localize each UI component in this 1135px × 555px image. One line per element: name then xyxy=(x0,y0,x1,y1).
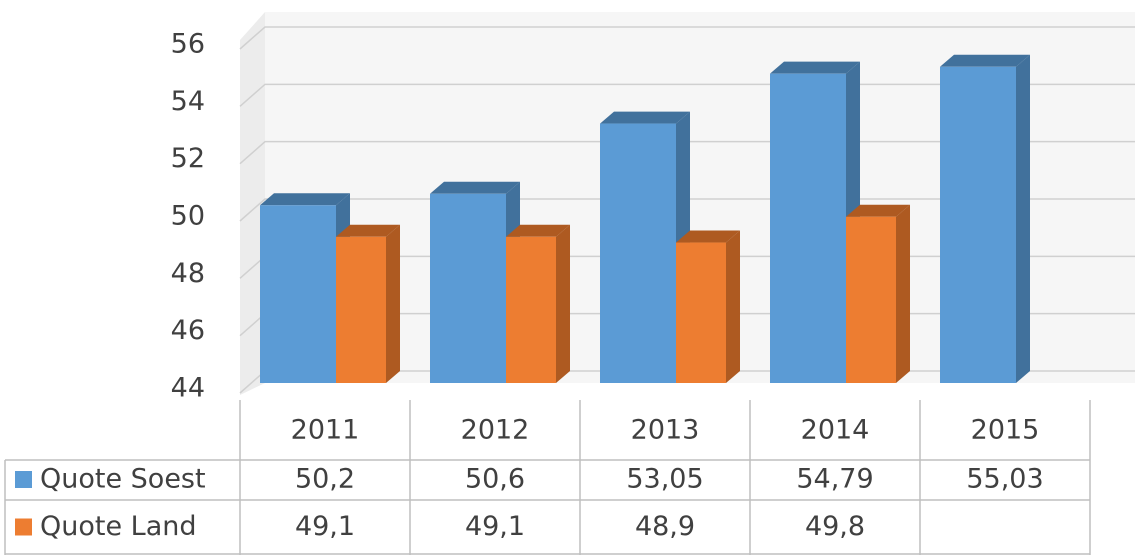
table-value: 49,8 xyxy=(805,511,865,542)
bar-side xyxy=(386,224,400,383)
bar xyxy=(430,193,506,383)
bar xyxy=(260,205,336,383)
bar xyxy=(770,73,846,383)
y-tick-label: 50 xyxy=(171,201,205,232)
bar xyxy=(506,236,556,383)
bar xyxy=(846,216,896,383)
table-value: 49,1 xyxy=(295,511,355,542)
bar xyxy=(336,236,386,383)
bar-top xyxy=(846,204,910,217)
y-tick-label: 52 xyxy=(171,143,205,174)
bar-top xyxy=(336,224,400,237)
side-wall xyxy=(240,12,265,395)
x-tick-label: 2015 xyxy=(971,415,1040,446)
grid-line xyxy=(239,26,1135,50)
legend-swatch xyxy=(15,518,32,536)
bar-side xyxy=(726,230,740,383)
bar-top xyxy=(430,181,520,194)
bar-side xyxy=(556,224,570,383)
bar-top xyxy=(676,230,740,243)
x-tick-label: 2012 xyxy=(461,415,530,446)
legend-label: Quote Land xyxy=(40,511,197,542)
bar-top xyxy=(940,54,1030,67)
bar-top xyxy=(506,224,570,237)
table-value: 53,05 xyxy=(626,464,703,495)
table-value: 55,03 xyxy=(966,464,1043,495)
bar xyxy=(676,242,726,383)
legend-label: Quote Soest xyxy=(40,464,206,495)
table-value: 48,9 xyxy=(635,511,695,542)
y-tick-label: 46 xyxy=(171,315,205,346)
bar-top xyxy=(770,61,860,74)
bar xyxy=(940,66,1016,383)
table-value: 50,6 xyxy=(465,464,525,495)
x-tick-label: 2011 xyxy=(291,415,360,446)
y-tick-label: 48 xyxy=(171,258,205,289)
bar-side xyxy=(1016,54,1030,383)
bar xyxy=(600,123,676,384)
legend-swatch xyxy=(15,471,32,488)
y-tick-label: 44 xyxy=(171,373,205,404)
y-tick-label: 54 xyxy=(171,86,205,117)
table-value: 49,1 xyxy=(465,511,525,542)
x-tick-label: 2013 xyxy=(631,415,700,446)
bar-side xyxy=(896,204,910,383)
bar-top xyxy=(260,193,350,206)
table-value: 50,2 xyxy=(295,464,355,495)
x-tick-label: 2014 xyxy=(801,415,870,446)
bar-top xyxy=(600,111,690,124)
y-tick-label: 56 xyxy=(171,29,205,60)
table-value: 54,79 xyxy=(796,464,873,495)
